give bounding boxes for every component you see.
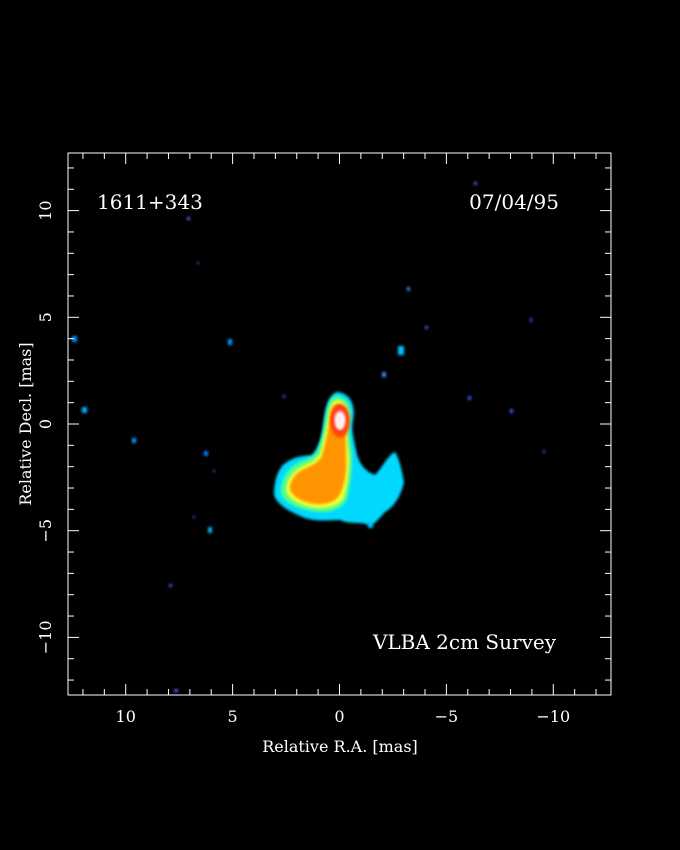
x-tick-label: −5 [435,707,459,726]
x-tick-label: 10 [116,707,136,726]
x-axis-label: Relative R.A. [mas] [262,737,418,756]
x-tick-label: −10 [536,707,570,726]
core-peak [335,412,345,430]
source-name-label: 1611+343 [97,190,203,214]
y-tick-label: −5 [36,519,55,543]
tick-labels: 10 5 0 −5 −10 10 5 0 −5 −10 [36,200,570,726]
x-tick-label: 0 [334,707,344,726]
survey-label: VLBA 2cm Survey [372,630,557,654]
y-tick-label: 0 [36,419,55,429]
y-axis-label: Relative Decl. [mas] [16,342,35,505]
y-tick-label: 5 [36,312,55,322]
x-tick-label: 5 [228,707,238,726]
y-tick-label: −10 [36,621,55,655]
noise-specks [72,182,545,692]
emission-map [72,182,545,692]
axis-ticks [68,153,611,695]
epoch-label: 07/04/95 [469,190,559,214]
y-tick-label: 10 [36,200,55,220]
